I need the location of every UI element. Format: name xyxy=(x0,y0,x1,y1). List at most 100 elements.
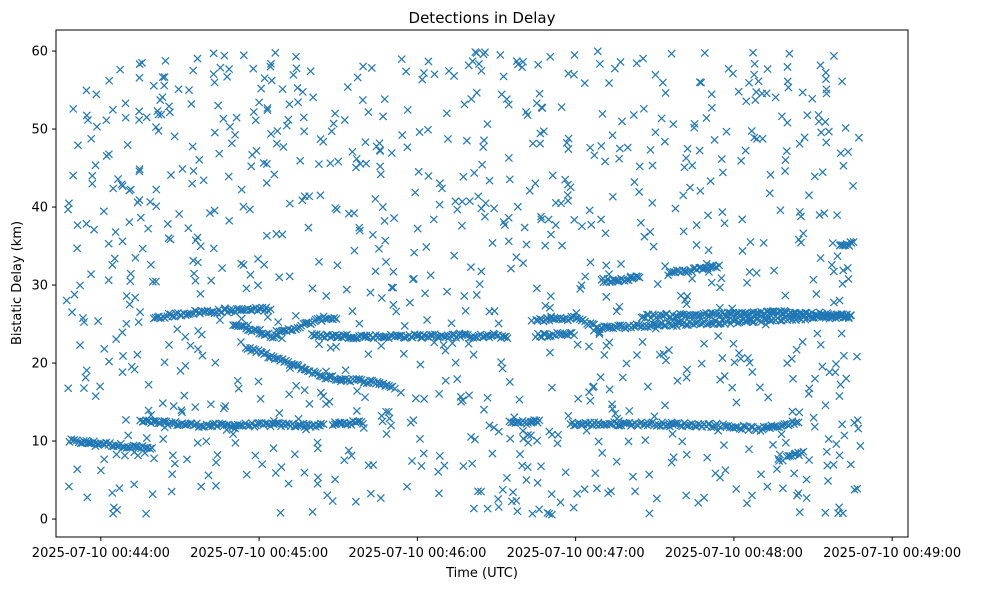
detection-point xyxy=(242,421,251,430)
detection-point xyxy=(605,338,614,347)
detection-point xyxy=(447,319,456,328)
detection-point xyxy=(364,461,373,470)
detection-point xyxy=(608,192,617,201)
detection-point xyxy=(547,430,557,439)
detection-point xyxy=(361,138,370,147)
detection-point xyxy=(574,394,583,403)
detection-point xyxy=(205,209,214,218)
detection-point xyxy=(546,52,555,61)
detection-point xyxy=(199,176,208,185)
detection-point xyxy=(763,64,772,74)
detection-point xyxy=(403,143,412,152)
detection-point xyxy=(547,312,556,321)
detection-point xyxy=(759,238,768,247)
detection-point xyxy=(211,481,220,490)
detection-point xyxy=(221,401,230,411)
detection-point xyxy=(785,451,795,460)
detection-point xyxy=(68,308,77,317)
detection-point xyxy=(776,206,785,215)
detection-point xyxy=(577,222,586,231)
detection-point xyxy=(351,497,360,506)
detection-point xyxy=(227,139,236,148)
detection-point xyxy=(595,59,604,68)
detection-point xyxy=(716,375,725,384)
detection-point xyxy=(376,170,385,179)
detection-point xyxy=(260,74,269,83)
detection-point xyxy=(504,153,513,162)
detection-point xyxy=(140,448,149,458)
detection-point xyxy=(262,330,271,339)
detection-point xyxy=(327,127,336,136)
detection-point xyxy=(321,374,330,383)
detection-point xyxy=(639,54,648,63)
detection-point xyxy=(237,185,246,194)
detection-point xyxy=(451,197,460,206)
detection-point xyxy=(854,424,863,433)
detection-point xyxy=(585,206,594,215)
detection-point xyxy=(186,341,195,350)
detection-point xyxy=(586,396,595,405)
detection-point xyxy=(660,137,669,146)
detection-point xyxy=(232,113,241,122)
detection-point xyxy=(218,264,227,273)
detection-point xyxy=(80,317,89,326)
detection-point xyxy=(827,260,836,269)
detection-point xyxy=(508,488,518,497)
detection-point xyxy=(325,397,334,406)
detection-point xyxy=(587,220,596,229)
detection-point xyxy=(375,378,384,387)
detection-point xyxy=(274,318,283,327)
detection-point xyxy=(242,470,251,479)
detection-point xyxy=(667,268,676,277)
detection-point xyxy=(407,456,417,465)
detection-point xyxy=(64,199,73,208)
detection-point xyxy=(781,307,790,316)
detection-point xyxy=(82,111,91,120)
detection-point xyxy=(443,287,452,296)
detection-point xyxy=(651,128,660,137)
detection-point xyxy=(735,424,744,433)
detection-point xyxy=(437,184,447,193)
detection-point xyxy=(625,406,634,415)
detection-point xyxy=(84,439,93,448)
detection-point xyxy=(518,426,527,435)
detection-point xyxy=(660,401,670,410)
detection-point xyxy=(410,248,419,257)
detection-point xyxy=(742,499,751,508)
detection-point xyxy=(246,270,255,279)
detection-point xyxy=(822,89,831,98)
detection-point xyxy=(616,321,625,330)
detection-point xyxy=(824,127,833,136)
detection-point xyxy=(390,214,399,223)
detection-point xyxy=(678,437,687,446)
detection-point xyxy=(631,487,640,496)
detection-point xyxy=(239,51,248,60)
detection-point xyxy=(366,489,375,498)
detection-point xyxy=(605,385,614,394)
detection-point xyxy=(591,469,600,478)
detection-point xyxy=(439,340,448,349)
detection-point xyxy=(173,325,182,334)
detection-point xyxy=(209,49,218,58)
detection-point xyxy=(273,127,282,136)
detection-point xyxy=(522,475,531,485)
detection-point xyxy=(539,329,548,338)
detection-point xyxy=(189,166,198,175)
detection-point xyxy=(191,276,200,285)
detection-point xyxy=(352,406,361,416)
detection-point xyxy=(441,346,450,355)
detection-point xyxy=(168,470,177,479)
detection-point xyxy=(504,237,513,246)
detection-point xyxy=(411,394,420,403)
detection-point xyxy=(707,103,716,112)
detection-point xyxy=(216,63,225,72)
detection-point xyxy=(483,504,492,513)
detection-point xyxy=(193,345,203,354)
detection-point xyxy=(331,109,340,118)
detection-point xyxy=(100,455,109,464)
detection-point xyxy=(547,490,556,499)
detection-point xyxy=(601,229,610,238)
detection-point xyxy=(336,377,345,386)
detection-point xyxy=(382,429,391,438)
detection-point xyxy=(223,72,232,81)
